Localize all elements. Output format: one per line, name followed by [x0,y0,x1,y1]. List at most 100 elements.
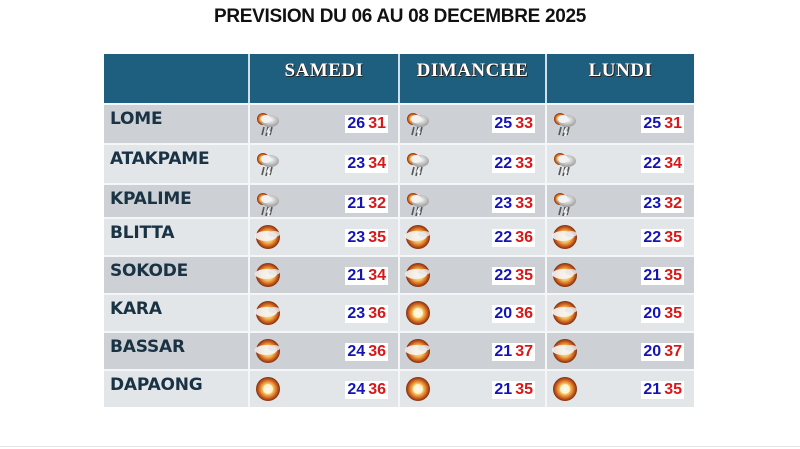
forecast-cell-samedi: 21 34 [250,257,400,293]
temperature-range: 23 34 [345,155,388,173]
temperature-range: 22 33 [492,155,535,173]
temperature-range: 21 35 [492,381,535,399]
divider [0,446,800,447]
sun-haze-icon [254,223,282,251]
table-header: SAMEDI DIMANCHE LUNDI [104,54,694,103]
sun-haze-icon [404,337,432,365]
thunderstorm-rain-icon [254,109,282,137]
min-temp: 21 [643,267,662,284]
forecast-cell-lundi: 22 35 [547,219,694,255]
min-temp: 24 [347,343,366,360]
max-temp: 35 [664,305,682,322]
table-row: SOKODE 21 34 22 35 21 35 [104,255,694,293]
sun-haze-icon [551,261,579,289]
forecast-cell-dimanche: 23 33 [400,185,547,217]
temperature-range: 21 34 [345,267,388,285]
min-temp: 25 [494,115,513,132]
city-name: BASSAR [110,337,185,357]
temperature-range: 22 35 [492,267,535,285]
max-temp: 32 [368,195,386,212]
temperature-range: 21 35 [641,267,684,285]
max-temp: 34 [368,267,386,284]
max-temp: 35 [664,229,682,246]
forecast-cell-samedi: 23 34 [250,145,400,183]
sun-haze-icon [551,299,579,327]
sun-haze-icon [254,299,282,327]
thunderstorm-rain-icon [404,189,432,217]
min-temp: 21 [643,381,662,398]
table-row: ATAKPAME 23 34 22 33 22 34 [104,143,694,183]
forecast-cell-samedi: 21 32 [250,185,400,217]
min-temp: 20 [494,305,513,322]
max-temp: 35 [368,229,386,246]
forecast-cell-lundi: 20 37 [547,333,694,369]
forecast-cell-lundi: 21 35 [547,371,694,407]
header-city-column [104,54,250,103]
min-temp: 21 [347,195,366,212]
thunderstorm-rain-icon [254,189,282,217]
min-temp: 22 [494,229,513,246]
forecast-cell-lundi: 25 31 [547,105,694,143]
max-temp: 33 [515,115,533,132]
sun-icon [254,375,282,403]
city-name: LOME [110,109,163,129]
max-temp: 36 [368,343,386,360]
forecast-cell-samedi: 24 36 [250,333,400,369]
max-temp: 37 [664,343,682,360]
sun-haze-icon [551,337,579,365]
thunderstorm-rain-icon [551,109,579,137]
forecast-cell-dimanche: 22 33 [400,145,547,183]
table-row: KPALIME 21 32 23 33 23 32 [104,183,694,217]
temperature-range: 25 31 [641,115,684,133]
min-temp: 23 [347,229,366,246]
min-temp: 21 [347,267,366,284]
forecast-cell-dimanche: 21 37 [400,333,547,369]
max-temp: 35 [664,381,682,398]
temperature-range: 23 36 [345,305,388,323]
sun-haze-icon [254,337,282,365]
max-temp: 31 [664,115,682,132]
max-temp: 34 [664,155,682,172]
city-name: BLITTA [110,223,175,243]
min-temp: 22 [643,229,662,246]
temperature-range: 24 36 [345,381,388,399]
forecast-cell-samedi: 26 31 [250,105,400,143]
thunderstorm-rain-icon [551,149,579,177]
max-temp: 36 [368,305,386,322]
forecast-cell-lundi: 21 35 [547,257,694,293]
min-temp: 21 [494,381,513,398]
sun-haze-icon [404,223,432,251]
max-temp: 34 [368,155,386,172]
max-temp: 35 [515,267,533,284]
sun-icon [404,299,432,327]
temperature-range: 21 35 [641,381,684,399]
forecast-table: SAMEDI DIMANCHE LUNDI LOME 26 31 25 33 25 3… [104,54,694,407]
max-temp: 31 [368,115,386,132]
temperature-range: 20 35 [641,305,684,323]
min-temp: 22 [643,155,662,172]
sun-haze-icon [254,261,282,289]
min-temp: 20 [643,343,662,360]
temperature-range: 20 37 [641,343,684,361]
min-temp: 25 [643,115,662,132]
table-row: LOME 26 31 25 33 25 31 [104,103,694,143]
thunderstorm-rain-icon [551,189,579,217]
min-temp: 24 [347,381,366,398]
forecast-cell-dimanche: 22 36 [400,219,547,255]
sun-icon [551,375,579,403]
city-name: SOKODE [110,261,189,281]
forecast-cell-lundi: 23 32 [547,185,694,217]
table-row: DAPAONG 24 36 21 35 21 35 [104,369,694,407]
city-name: DAPAONG [110,375,203,395]
thunderstorm-rain-icon [404,149,432,177]
max-temp: 35 [664,267,682,284]
temperature-range: 24 36 [345,343,388,361]
temperature-range: 21 37 [492,343,535,361]
forecast-cell-lundi: 20 35 [547,295,694,331]
city-name: KARA [110,299,162,319]
sun-haze-icon [404,261,432,289]
sun-haze-icon [551,223,579,251]
max-temp: 32 [664,195,682,212]
temperature-range: 22 34 [641,155,684,173]
max-temp: 33 [515,195,533,212]
